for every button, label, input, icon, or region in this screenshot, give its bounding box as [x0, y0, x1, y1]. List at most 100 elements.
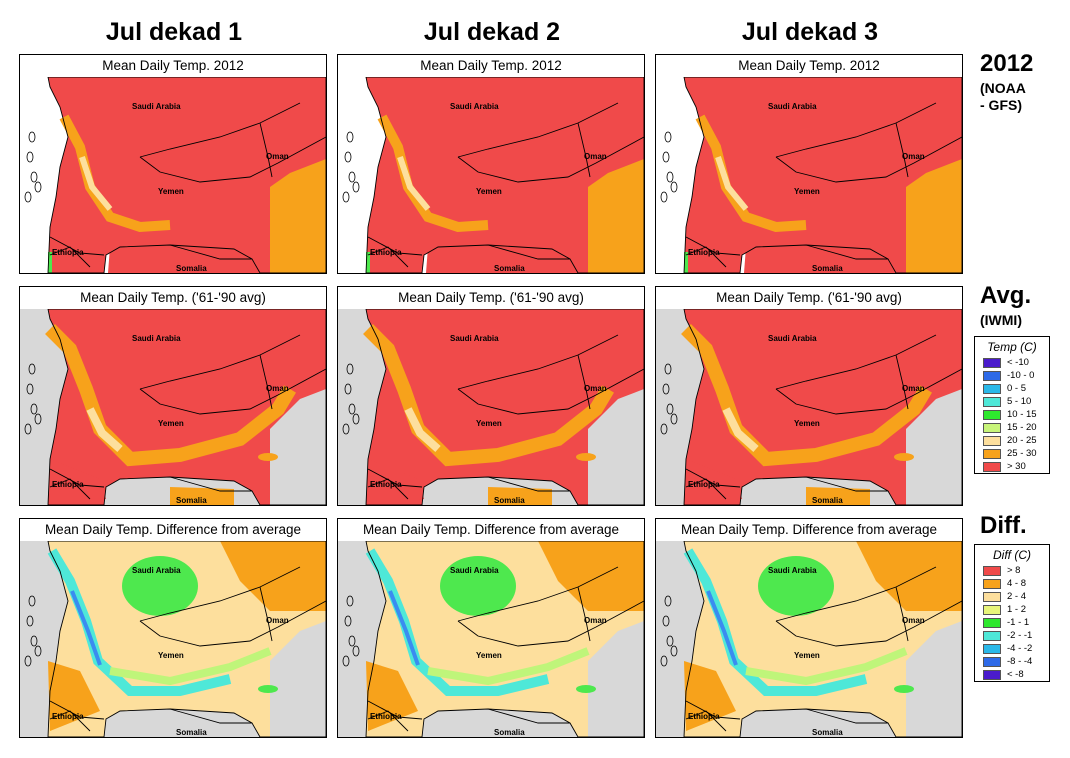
country-border [367, 246, 409, 268]
label-yemen: Yemen [158, 651, 184, 660]
warm-anomaly-zone [538, 541, 644, 611]
legend-item: 1 - 2 [975, 603, 1049, 616]
island [346, 595, 354, 607]
island [346, 363, 354, 375]
warm-zone [906, 159, 962, 273]
label-yemen: Yemen [794, 419, 820, 428]
slight-anomaly-zone [427, 647, 590, 686]
cold-anomaly-zone [706, 590, 738, 666]
legend-label: < -10 [1007, 357, 1029, 368]
legend-label: 10 - 15 [1007, 409, 1037, 420]
legend-swatch [983, 396, 1001, 407]
panel-title: Mean Daily Temp. ('61-'90 avg) [20, 287, 326, 310]
map: Saudi Arabia Oman Yemen Ethiopia Somalia [338, 309, 644, 505]
mild-zone [722, 407, 759, 452]
legend-item: 10 - 15 [975, 408, 1049, 421]
slight-anomaly-zone [109, 647, 272, 686]
legend-item: < -10 [975, 356, 1049, 369]
map-panel-diff-dekad-3: Mean Daily Temp. Difference from average… [655, 518, 963, 738]
country-border [577, 354, 591, 410]
island [662, 151, 670, 163]
country-border [49, 478, 91, 500]
island [666, 635, 674, 647]
sea-region [20, 541, 68, 737]
mild-zone [404, 407, 441, 452]
label-oman: Oman [902, 384, 925, 393]
warm-anomaly-zone [684, 661, 736, 731]
legend-item: 20 - 25 [975, 434, 1049, 447]
island [348, 635, 356, 647]
country-border [487, 244, 570, 260]
label-oman: Oman [584, 152, 607, 161]
island [34, 413, 42, 425]
island [28, 131, 36, 143]
legend-title: Diff (C) [993, 548, 1031, 562]
map: Saudi Arabia Oman Yemen Ethiopia Somalia [656, 309, 962, 505]
island [660, 191, 668, 203]
warm-zone [377, 114, 489, 233]
map-panel-avg-dekad-3: Mean Daily Temp. ('61-'90 avg) Saudi Ara… [655, 286, 963, 506]
coastline [365, 541, 644, 737]
island [26, 383, 34, 395]
warm-anomaly-zone [220, 541, 326, 611]
label-yemen: Yemen [476, 419, 502, 428]
sea-region [906, 621, 962, 737]
sea-region [588, 621, 644, 737]
green-zone [684, 252, 688, 273]
sea-region [338, 541, 386, 737]
map: Saudi Arabia Oman Yemen Ethiopia Somalia [656, 541, 962, 737]
legend-item: -8 - -4 [975, 655, 1049, 668]
warm-zone [363, 324, 615, 467]
sea-region [740, 709, 896, 737]
island [342, 191, 350, 203]
country-border [487, 476, 570, 492]
legend-swatch [983, 383, 1001, 394]
country-border [259, 586, 273, 642]
map: Saudi Arabia Oman Yemen Ethiopia Somalia [20, 309, 326, 505]
warm-zone [488, 487, 552, 505]
country-border [49, 246, 91, 268]
island [344, 151, 352, 163]
map: Saudi Arabia Oman Yemen Ethiopia Somalia [20, 77, 326, 273]
panel-title: Mean Daily Temp. 2012 [20, 55, 326, 78]
legend-swatch [983, 591, 1001, 602]
label-saudi-arabia: Saudi Arabia [450, 334, 499, 343]
label-oman: Oman [584, 384, 607, 393]
panel-title: Mean Daily Temp. ('61-'90 avg) [338, 287, 644, 310]
legend-title: Temp (C) [987, 340, 1037, 354]
legend-item: > 30 [975, 460, 1049, 473]
label-ethiopia: Ethiopia [688, 248, 720, 257]
label-ethiopia: Ethiopia [52, 248, 84, 257]
neutral-anomaly-zone [440, 556, 516, 616]
island [664, 595, 672, 607]
map-panel-2012-dekad-2: Mean Daily Temp. 2012 Saudi Arabia Oman Ye… [337, 54, 645, 274]
legend-swatch [983, 409, 1001, 420]
column-title-dekad-3: Jul dekad 3 [741, 18, 879, 46]
label-somalia: Somalia [176, 496, 207, 505]
coastline [47, 77, 326, 273]
hot-zone [426, 245, 578, 273]
warm-zone [270, 159, 326, 273]
legend-item: 0 - 5 [975, 382, 1049, 395]
legend-item: -1 - 1 [975, 616, 1049, 629]
label-yemen: Yemen [476, 651, 502, 660]
sea-region [20, 309, 68, 505]
country-border [685, 478, 727, 500]
mild-zone [79, 156, 113, 211]
island [660, 655, 668, 667]
legend-item: 4 - 8 [975, 577, 1049, 590]
legend-label: < -8 [1007, 669, 1024, 680]
country-border [49, 700, 105, 720]
map-panel-diff-dekad-2: Mean Daily Temp. Difference from average… [337, 518, 645, 738]
mild-zone [86, 407, 123, 452]
island [28, 595, 36, 607]
country-border [775, 136, 962, 183]
coastline [683, 77, 962, 273]
country-border [457, 136, 644, 183]
legend-swatch [983, 357, 1001, 368]
island [24, 423, 32, 435]
country-border [139, 600, 326, 647]
legend-swatch [983, 643, 1001, 654]
legend-label: -10 - 0 [1007, 370, 1035, 381]
sea-region [656, 541, 704, 737]
